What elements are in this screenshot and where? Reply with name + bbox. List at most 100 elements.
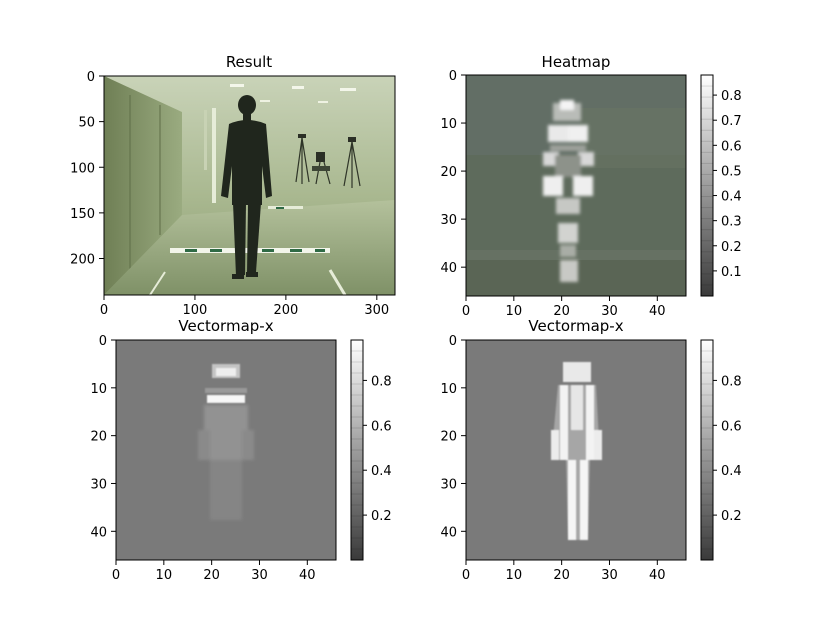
y-tick-label: 150 — [70, 207, 95, 222]
colorbar-frame — [700, 339, 714, 561]
y-tick: 20 — [440, 430, 466, 445]
x-tick: 100 — [183, 295, 207, 318]
vectormap-x-image-2 — [466, 340, 686, 560]
y-tick-label: 20 — [440, 430, 457, 445]
x-tick-label: 10 — [506, 568, 523, 583]
colorbar-tick-label: 0.8 — [721, 89, 742, 104]
colorbar-tick: 0.4 — [363, 464, 392, 479]
x-tick-label: 40 — [649, 568, 666, 583]
y-tick-label: 10 — [440, 382, 457, 397]
colorbar-tick: 0.6 — [713, 419, 742, 434]
colorbar-tick: 0.6 — [713, 139, 742, 154]
result-image — [104, 76, 395, 296]
x-tick-label: 0 — [100, 303, 108, 318]
x-tick-label: 300 — [364, 303, 389, 318]
x-tick-label: 10 — [156, 568, 173, 583]
x-tick: 40 — [649, 296, 666, 319]
axes-frame — [103, 75, 396, 296]
y-tick: 10 — [90, 382, 116, 397]
axes-frame — [115, 339, 337, 561]
x-tick-label: 10 — [506, 304, 523, 319]
colorbar: 0.2 0.4 0.6 0.8 — [700, 339, 742, 561]
x-tick-label: 30 — [251, 568, 268, 583]
colorbar-tick: 0.8 — [363, 374, 392, 389]
x-tick-label: 40 — [299, 568, 316, 583]
colorbar-tick: 0.2 — [713, 509, 742, 524]
y-tick: 20 — [90, 430, 116, 445]
y-tick: 100 — [70, 161, 104, 176]
y-tick-label: 30 — [90, 477, 107, 492]
colorbar-tick: 0.7 — [713, 114, 742, 129]
panel-title: Heatmap — [542, 53, 611, 71]
colorbar-tick: 0.5 — [713, 164, 742, 179]
x-tick: 40 — [299, 560, 316, 583]
colorbar-tick-label: 0.2 — [371, 509, 392, 524]
colorbar-tick: 0.3 — [713, 215, 742, 230]
x-tick: 40 — [649, 560, 666, 583]
y-tick-label: 10 — [90, 382, 107, 397]
y-tick: 40 — [440, 261, 466, 276]
x-tick: 30 — [601, 296, 618, 319]
x-tick: 10 — [506, 560, 523, 583]
panel-title: Result — [226, 53, 272, 71]
x-tick-label: 30 — [601, 568, 618, 583]
vectormap-x-image — [116, 340, 336, 560]
x-tick: 30 — [601, 560, 618, 583]
colorbar-tick: 0.1 — [713, 265, 742, 280]
y-axis: 0 10 20 30 40 — [440, 334, 466, 540]
y-tick-label: 20 — [440, 165, 457, 180]
x-tick-label: 0 — [462, 568, 470, 583]
y-tick-label: 0 — [99, 334, 107, 349]
x-axis: 0 100 200 300 — [100, 295, 389, 318]
x-tick: 20 — [553, 296, 570, 319]
y-tick-label: 200 — [70, 253, 95, 268]
y-tick-label: 50 — [78, 116, 95, 131]
colorbar-frame — [350, 339, 364, 561]
axes-frame — [465, 339, 687, 561]
colorbar: 0.2 0.4 0.6 0.8 — [350, 339, 392, 561]
y-tick-label: 40 — [440, 525, 457, 540]
colorbar-tick-label: 0.2 — [721, 509, 742, 524]
axes-frame — [465, 74, 687, 297]
x-tick: 30 — [251, 560, 268, 583]
colorbar-tick-label: 0.7 — [721, 114, 742, 129]
colorbar-tick: 0.4 — [713, 190, 742, 205]
heatmap-panel: Heatmap — [440, 53, 741, 319]
colorbar-tick: 0.8 — [713, 89, 742, 104]
colorbar-frame — [700, 74, 714, 297]
x-tick: 0 — [462, 560, 470, 583]
result-panel: Result — [70, 53, 396, 318]
y-tick: 0 — [449, 69, 466, 84]
y-tick: 20 — [440, 165, 466, 180]
y-tick-label: 0 — [449, 69, 457, 84]
colorbar-tick-label: 0.8 — [371, 374, 392, 389]
x-tick: 10 — [506, 296, 523, 319]
y-tick-label: 100 — [70, 161, 95, 176]
x-tick-label: 200 — [273, 303, 298, 318]
y-tick: 0 — [87, 70, 104, 85]
colorbar-tick-label: 0.5 — [721, 164, 742, 179]
y-tick-label: 30 — [440, 477, 457, 492]
x-tick: 300 — [364, 295, 389, 318]
x-tick: 0 — [100, 295, 108, 318]
x-tick-label: 30 — [601, 304, 618, 319]
y-tick-label: 40 — [440, 261, 457, 276]
y-tick: 10 — [440, 382, 466, 397]
y-axis: 0 10 20 30 40 — [90, 334, 116, 540]
x-axis: 0 10 20 30 40 — [462, 296, 666, 319]
colorbar-tick: 0.2 — [363, 509, 392, 524]
colorbar-tick-label: 0.4 — [721, 464, 742, 479]
x-tick: 200 — [273, 295, 298, 318]
colorbar-tick-label: 0.1 — [721, 265, 742, 280]
x-axis: 0 10 20 30 40 — [112, 560, 316, 583]
colorbar-tick-label: 0.6 — [721, 139, 742, 154]
colorbar-tick-label: 0.2 — [721, 240, 742, 255]
x-tick-label: 0 — [462, 304, 470, 319]
y-tick: 40 — [440, 525, 466, 540]
x-tick-label: 20 — [203, 568, 220, 583]
x-tick-label: 0 — [112, 568, 120, 583]
colorbar-gradient — [701, 75, 713, 296]
y-axis: 0 50 100 150 200 — [70, 70, 104, 268]
y-tick-label: 30 — [440, 213, 457, 228]
